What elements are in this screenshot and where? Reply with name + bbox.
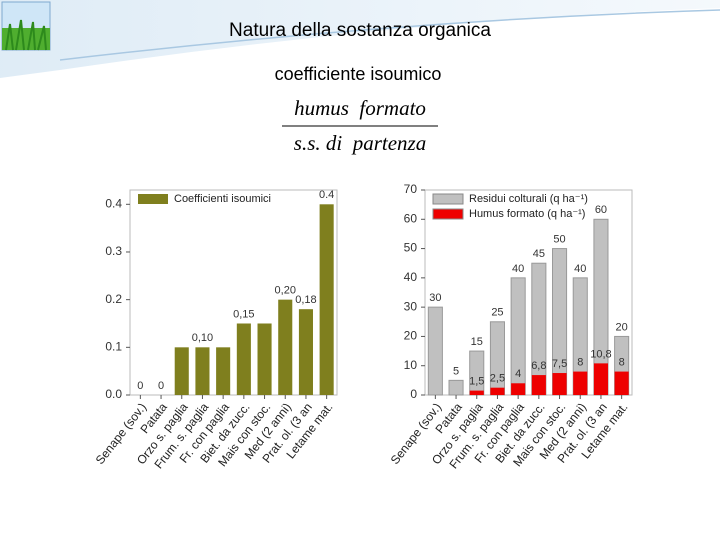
data-label: 6,8: [531, 360, 546, 372]
data-label: 0: [137, 380, 143, 392]
data-label: 20: [616, 321, 628, 333]
data-label: 0,15: [233, 308, 254, 320]
data-label: 2,5: [490, 373, 505, 385]
legend-label: Coefficienti isoumici: [174, 193, 271, 205]
y-tick-label: 20: [404, 329, 418, 343]
legend-swatch: [432, 208, 464, 220]
plot-area: [424, 189, 633, 396]
bar: [448, 379, 464, 396]
data-label: 4: [515, 368, 521, 380]
bar: [511, 383, 526, 395]
logo: [1, 1, 51, 51]
data-label: 1,5: [469, 376, 484, 388]
data-label: 40: [512, 263, 524, 275]
y-tick-label: 0.3: [105, 244, 122, 258]
bar: [427, 306, 443, 396]
y-tick-label: 0.4: [105, 196, 122, 210]
data-label: 30: [429, 292, 441, 304]
bar: [573, 371, 588, 395]
slide-title: Natura della sostanza organica: [229, 20, 491, 41]
data-label: 7,5: [552, 358, 567, 370]
data-label: 0,20: [275, 285, 296, 297]
bar: [174, 347, 189, 395]
legend-label: Humus formato (q ha⁻¹): [469, 208, 585, 220]
y-tick-label: 0.1: [105, 339, 122, 353]
header-decoration: [0, 0, 720, 78]
bar: [469, 350, 485, 396]
bar: [257, 323, 272, 395]
legend-label: Residui colturali (q ha⁻¹): [469, 193, 588, 205]
data-label: 25: [491, 307, 503, 319]
y-tick-label: 0.2: [105, 292, 122, 306]
bar: [552, 373, 567, 395]
data-label: 0,18: [295, 294, 316, 306]
bar: [236, 323, 251, 395]
y-tick-label: 40: [404, 270, 418, 284]
y-tick-label: 70: [404, 182, 418, 196]
formula-numerator: humus formato: [294, 96, 426, 120]
bar: [593, 363, 608, 395]
slide-subtitle: coefficiente isoumico: [275, 64, 442, 84]
bar: [195, 347, 210, 395]
bar: [531, 375, 546, 395]
data-label: 8: [619, 356, 625, 368]
data-label: 5: [453, 365, 459, 377]
bar: [298, 309, 313, 395]
data-label: 40: [574, 263, 586, 275]
y-tick-label: 10: [404, 358, 418, 372]
bar: [614, 371, 629, 395]
bar: [278, 299, 293, 395]
data-label: 15: [471, 336, 483, 348]
data-label: 45: [533, 248, 545, 260]
y-tick-label: 0.0: [105, 387, 122, 401]
data-label: 0: [158, 380, 164, 392]
y-tick-label: 30: [404, 299, 418, 313]
bar: [490, 387, 505, 395]
bar: [216, 347, 231, 395]
data-label: 60: [595, 204, 607, 216]
plot-area: [129, 189, 338, 396]
data-label: 50: [553, 233, 565, 245]
y-tick-label: 50: [404, 241, 418, 255]
header-line: [59, 9, 720, 61]
bar: [319, 204, 334, 395]
formula-denominator: s.s. di partenza: [294, 131, 426, 155]
data-label: 0,10: [192, 332, 213, 344]
legend-swatch: [138, 194, 168, 204]
data-label: 0.4: [319, 189, 334, 201]
y-tick-label: 60: [404, 211, 418, 225]
data-label: 8: [577, 356, 583, 368]
chart-panel: [78, 185, 342, 480]
y-tick-label: 0: [410, 387, 417, 401]
data-label: 10,8: [590, 348, 611, 360]
bar: [469, 390, 484, 395]
legend-swatch: [432, 193, 464, 205]
